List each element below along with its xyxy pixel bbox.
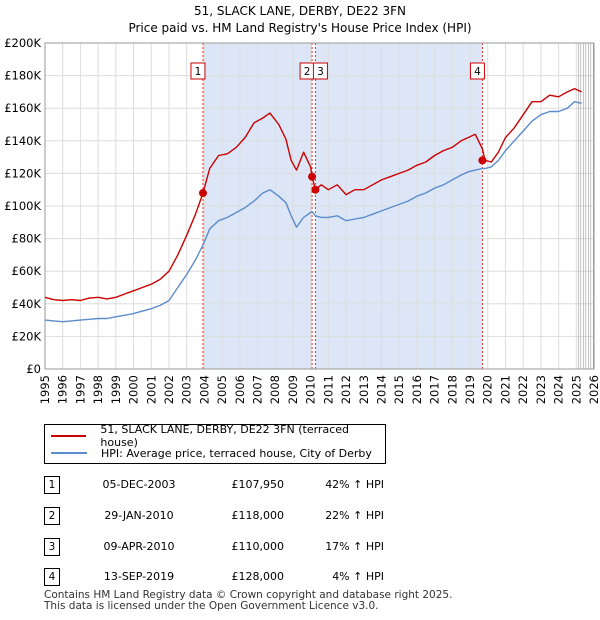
table-row: 3 09-APR-2010 £110,000 17% ↑ HPI xyxy=(44,538,464,556)
x-tick-label: 2016 xyxy=(410,375,424,404)
sale-date: 09-APR-2010 xyxy=(103,540,175,553)
x-tick-label: 2021 xyxy=(498,375,512,404)
x-tick-label: 2014 xyxy=(374,375,388,404)
table-row: 1 05-DEC-2003 £107,950 42% ↑ HPI xyxy=(44,476,464,494)
x-tick-label: 2012 xyxy=(339,375,353,404)
sale-label-box xyxy=(312,62,328,80)
y-tick-label: £60K xyxy=(12,264,42,278)
sale-hpi-change: 4% ↑ HPI xyxy=(332,570,384,583)
chart-title: 51, SLACK LANE, DERBY, DE22 3FN xyxy=(194,4,406,18)
sale-point xyxy=(198,189,207,198)
x-tick-label: 2000 xyxy=(127,375,141,404)
chart-subtitle: Price paid vs. HM Land Registry's House … xyxy=(128,21,471,35)
x-tick-label: 1998 xyxy=(91,375,105,404)
x-tick-label: 2002 xyxy=(162,375,176,404)
sale-date: 13-SEP-2019 xyxy=(103,570,175,583)
legend-item-hpi: HPI: Average price, terraced house, City… xyxy=(51,445,372,461)
legend-label-hpi: HPI: Average price, terraced house, City… xyxy=(101,446,372,460)
sale-label-number: 4 xyxy=(474,66,481,78)
x-tick-label: 2022 xyxy=(516,375,530,404)
sale-price: £110,000 xyxy=(231,540,285,553)
sale-number-badge: 3 xyxy=(44,538,60,556)
y-tick-label: £180K xyxy=(4,69,41,83)
sale-label-box xyxy=(469,62,485,80)
x-tick-label: 2005 xyxy=(215,375,229,404)
sale-price: £118,000 xyxy=(231,509,285,522)
x-tick-label: 2007 xyxy=(251,375,265,404)
x-tick-label: 2008 xyxy=(268,375,282,404)
x-tick-label: 2004 xyxy=(197,375,211,404)
y-tick-label: £40K xyxy=(12,297,42,311)
footer-line-copyright: Contains HM Land Registry data © Crown c… xyxy=(44,589,453,601)
y-tick-label: £140K xyxy=(4,134,41,148)
x-tick-label: 2011 xyxy=(321,375,335,404)
y-tick-label: £100K xyxy=(4,199,41,213)
x-tick-label: 2017 xyxy=(428,375,442,404)
series-line-property xyxy=(44,87,582,302)
footer-attribution: Contains HM Land Registry data © Crown c… xyxy=(44,590,452,612)
sale-point xyxy=(478,156,487,165)
series-line-hpi xyxy=(44,101,582,323)
x-tick-label: 1996 xyxy=(56,375,70,404)
sale-label-box xyxy=(190,62,206,80)
x-tick-label: 1995 xyxy=(38,375,52,404)
x-tick-label: 2013 xyxy=(357,375,371,404)
x-tick-label: 2006 xyxy=(233,375,247,404)
sale-number-badge: 2 xyxy=(44,507,60,525)
x-tick-label: 2003 xyxy=(180,375,194,404)
legend-swatch-property xyxy=(51,435,87,437)
plot-frame xyxy=(44,42,595,370)
legend-item-property: 51, SLACK LANE, DERBY, DE22 3FN (terrace… xyxy=(51,423,385,449)
x-tick-label: 2001 xyxy=(144,375,158,404)
x-tick-label: 2023 xyxy=(534,375,548,404)
x-tick-label: 2025 xyxy=(569,375,583,404)
y-tick-label: £0 xyxy=(26,362,41,376)
x-tick-label: 2010 xyxy=(304,375,318,404)
footer-line-licence: This data is licensed under the Open Gov… xyxy=(44,600,379,612)
sale-label-number: 2 xyxy=(304,66,311,78)
sale-hpi-change: 17% ↑ HPI xyxy=(325,540,384,553)
table-row: 2 29-JAN-2010 £118,000 22% ↑ HPI xyxy=(44,507,464,525)
x-tick-label: 1997 xyxy=(73,375,87,404)
y-tick-label: £200K xyxy=(4,36,41,50)
sale-date: 29-JAN-2010 xyxy=(104,509,174,522)
x-tick-label: 2015 xyxy=(392,375,406,404)
y-tick-label: £20K xyxy=(12,329,42,343)
sale-price: £128,000 xyxy=(231,570,285,583)
legend-label-property: 51, SLACK LANE, DERBY, DE22 3FN (terrace… xyxy=(100,423,349,449)
x-tick-label: 2024 xyxy=(552,375,566,404)
sale-hpi-change: 42% ↑ HPI xyxy=(325,478,384,491)
sale-hpi-change: 22% ↑ HPI xyxy=(325,509,384,522)
legend-swatch-hpi xyxy=(51,452,87,454)
x-tick-label: 2020 xyxy=(481,375,495,404)
table-row: 4 13-SEP-2019 £128,000 4% ↑ HPI xyxy=(44,568,464,586)
y-tick-label: £80K xyxy=(12,232,42,246)
sale-point xyxy=(308,172,317,181)
y-tick-label: £160K xyxy=(4,101,41,115)
x-tick-label: 2019 xyxy=(463,375,477,404)
x-tick-label: 2018 xyxy=(445,375,459,404)
x-tick-label: 2009 xyxy=(286,375,300,404)
sale-price: £107,950 xyxy=(231,478,285,491)
x-tick-label: 2026 xyxy=(587,375,600,404)
sale-point xyxy=(311,185,320,194)
y-tick-label: £120K xyxy=(4,166,41,180)
chart-legend: 51, SLACK LANE, DERBY, DE22 3FN (terrace… xyxy=(44,423,386,464)
sale-label-number: 1 xyxy=(195,66,202,78)
sale-number-badge: 4 xyxy=(44,568,60,586)
sale-label-number: 3 xyxy=(317,66,324,78)
x-tick-label: 1999 xyxy=(109,375,123,404)
sale-date: 05-DEC-2003 xyxy=(102,478,176,491)
sale-number-badge: 1 xyxy=(44,476,60,494)
